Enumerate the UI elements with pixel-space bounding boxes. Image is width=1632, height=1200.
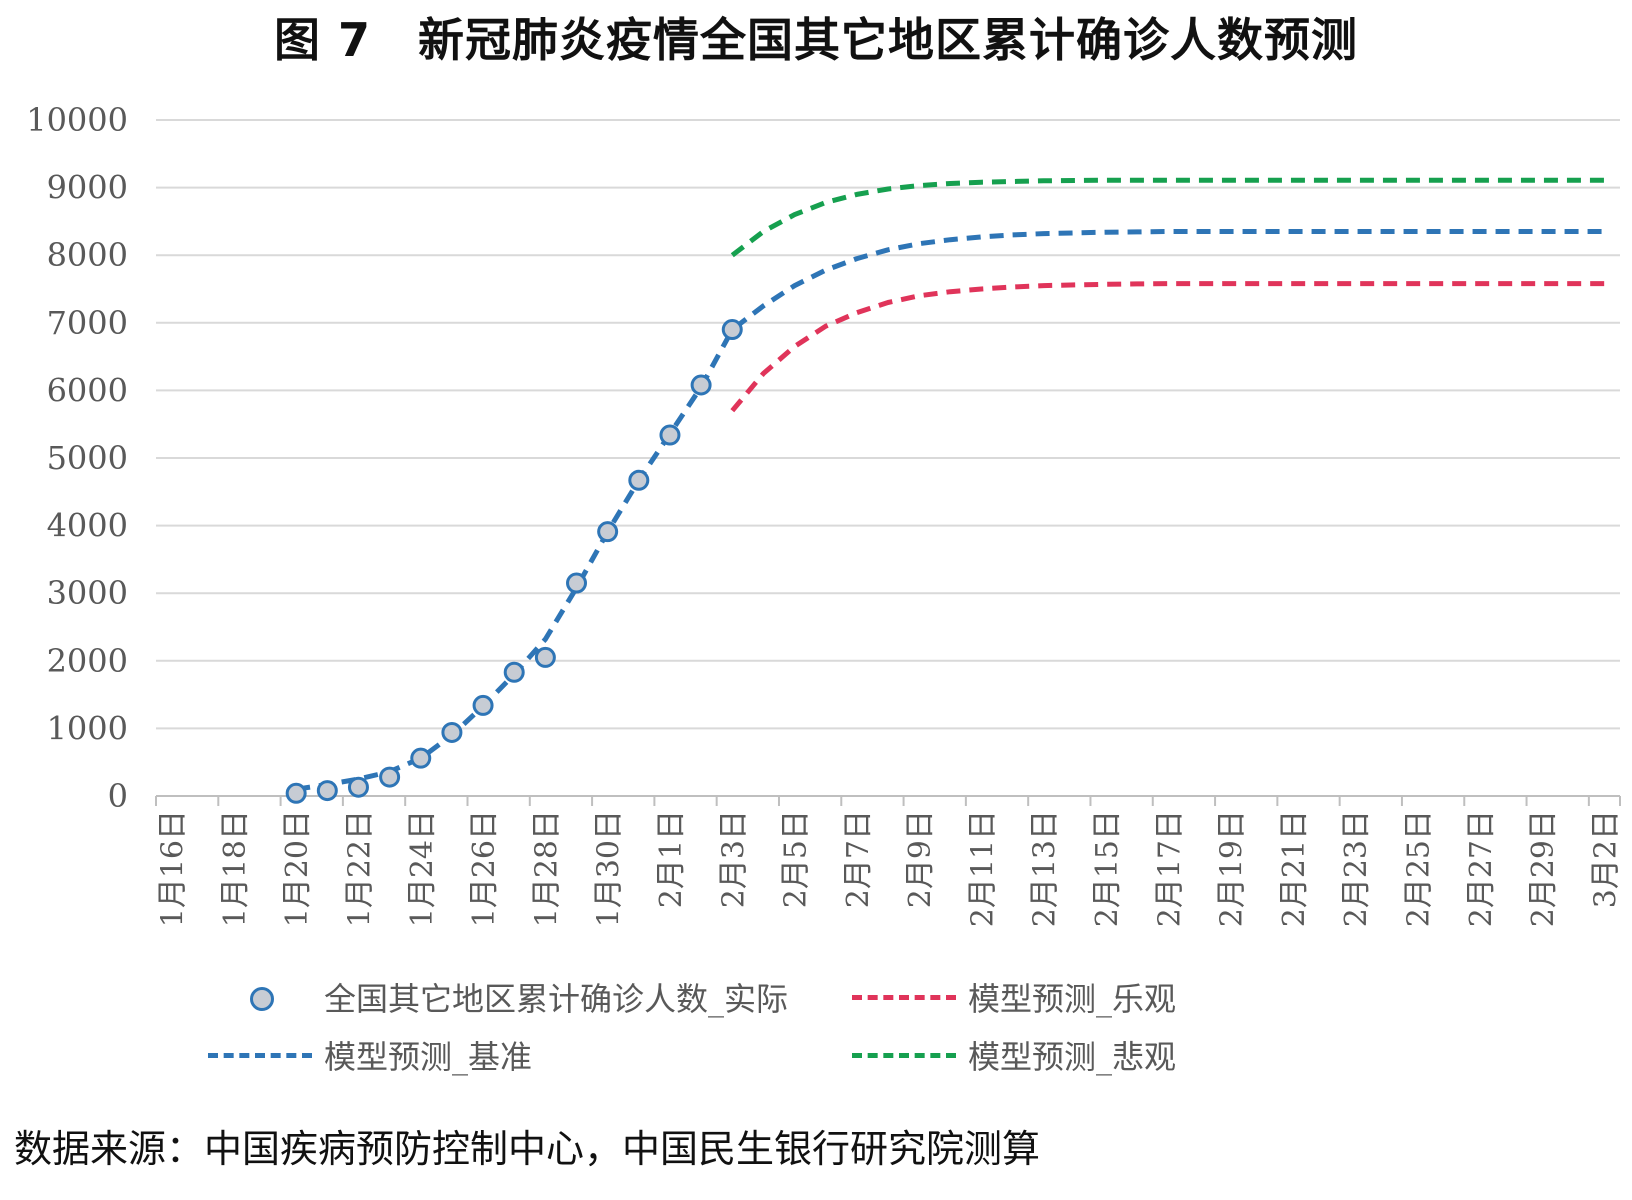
actual-data-point [566,572,588,594]
actual-data-point [597,521,619,543]
x-tick-label: 2月21日 [1277,810,1312,927]
x-tick-label: 1月28日 [529,810,564,927]
chart-title: 图 7 新冠肺炎疫情全国其它地区累计确诊人数预测 [273,13,1359,67]
x-tick-label: 1月20日 [280,810,315,927]
y-tick-label: 1000 [47,709,128,747]
legend-item-pessimistic: 模型预测_悲观 [852,1032,1176,1078]
y-tick-label: 7000 [47,304,128,342]
legend-line-optimistic [852,979,956,1015]
x-tick-label: 2月3日 [716,810,751,908]
line-chart: 0 1000 2000 3000 4000 5000 6000 7000 8000 9000 100… [26,101,1623,927]
x-tick-label: 2月29日 [1526,810,1561,927]
series-pessimistic-line [730,177,1605,258]
x-tick-label: 2月13日 [1028,810,1063,927]
x-tick-label: 2月23日 [1339,810,1374,927]
legend-item-actual: 全国其它地区累计确诊人数_实际 [208,974,788,1020]
actual-data-point [503,661,525,683]
x-tick-label: 2月27日 [1464,810,1499,927]
y-axis: 0 1000 2000 3000 4000 5000 6000 7000 8000 9000 100… [26,101,128,815]
x-tick-label: 2月1日 [654,810,689,908]
x-tick-label: 2月5日 [779,810,814,908]
source-note: 数据来源：中国疾病预防控制中心，中国民生银行研究院测算 [14,1127,1041,1171]
x-axis: 1月16日 1月18日 1月20日 1月22日 1月24日 1月26日 1月28日 1月30日… [155,795,1623,927]
x-tick-label: 2月7日 [841,810,876,908]
y-tick-label: 10000 [26,101,128,139]
y-tick-label: 3000 [47,574,128,612]
x-tick-label: 2月17日 [1152,810,1187,927]
y-tick-label: 0 [108,777,128,815]
legend-label-optimistic: 模型预测_乐观 [968,980,1177,1018]
actual-data-point [690,374,712,396]
x-tick-label: 1月24日 [405,810,440,927]
series-lines [295,177,1605,792]
actual-data-point [285,782,307,804]
x-tick-label: 1月16日 [156,810,191,927]
series-optimistic-line [730,281,1605,413]
x-tick-label: 1月30日 [592,810,627,927]
legend-label-pessimistic: 模型预测_悲观 [968,1038,1177,1076]
legend-item-baseline: 模型预测_基准 [208,1032,532,1078]
legend-label-actual: 全国其它地区累计确诊人数_实际 [324,980,789,1018]
legend-line-pessimistic [852,1037,956,1073]
actual-data-point [347,776,369,798]
actual-data-point [721,319,743,341]
legend-line-baseline [208,1037,312,1073]
actual-data-point [379,766,401,788]
legend-label-baseline: 模型预测_基准 [324,1038,533,1076]
x-tick-label: 2月9日 [903,810,938,908]
x-tick-label: 2月19日 [1215,810,1250,927]
actual-data-point [659,424,681,446]
y-tick-label: 6000 [47,371,128,409]
actual-data-point [441,721,463,743]
x-tick-label: 1月18日 [218,810,253,927]
x-tick-label: 2月15日 [1090,810,1125,927]
y-tick-label: 5000 [47,439,128,477]
legend-item-optimistic: 模型预测_乐观 [852,974,1176,1020]
x-tick-label: 2月11日 [965,810,1000,927]
x-tick-label: 2月25日 [1402,810,1437,927]
x-tick-label: 1月22日 [342,810,377,927]
x-tick-label: 3月2日 [1588,810,1623,908]
y-tick-label: 2000 [47,642,128,680]
gridlines [156,119,1620,730]
actual-markers [285,319,743,804]
y-tick-label: 8000 [47,236,128,274]
actual-data-point [472,694,494,716]
y-tick-label: 9000 [47,169,128,207]
x-tick-label: 1月26日 [467,810,502,927]
actual-data-point [316,780,338,802]
legend-marker-actual [208,979,312,1015]
y-tick-label: 4000 [47,507,128,545]
actual-data-point [410,747,432,769]
actual-data-point [628,469,650,491]
actual-data-point [534,646,556,668]
